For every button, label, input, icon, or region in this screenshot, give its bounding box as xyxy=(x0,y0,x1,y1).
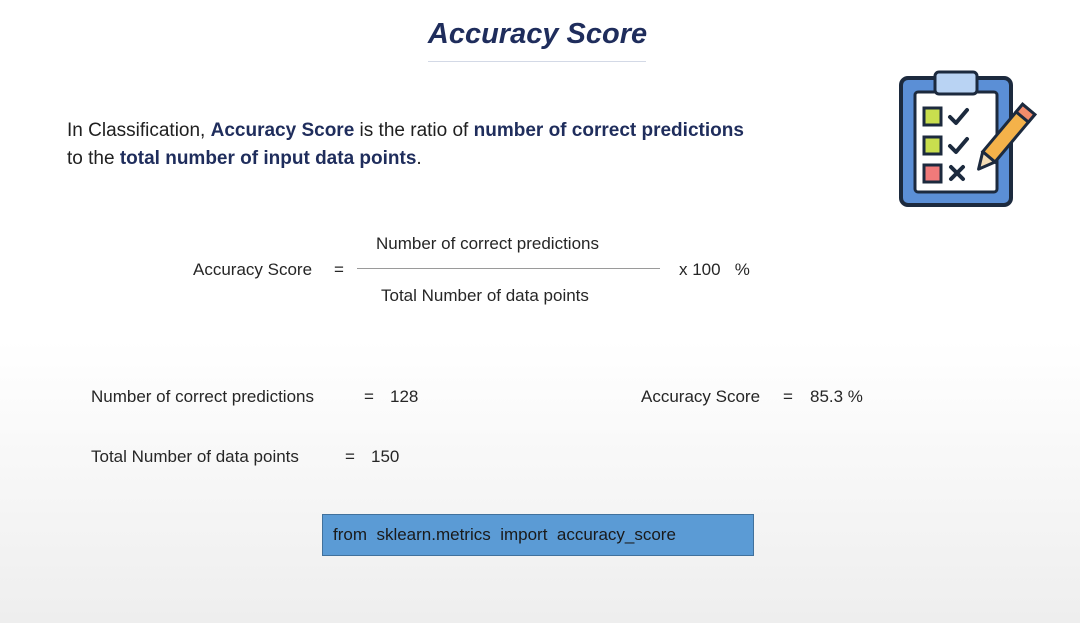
accuracy-result-value: 85.3 % xyxy=(810,387,863,406)
formula-numerator: Number of correct predictions xyxy=(376,234,599,253)
title-underline xyxy=(428,61,646,62)
page-title: Accuracy Score xyxy=(427,18,648,50)
intro-numerator-phrase: number of correct predictions xyxy=(473,120,744,141)
intro-text-4: . xyxy=(416,148,422,169)
clipboard-checklist-icon xyxy=(893,70,1043,220)
formula-label: Accuracy Score xyxy=(193,260,313,279)
correct-predictions-equals: = xyxy=(364,387,374,406)
total-data-points-value: 150 xyxy=(371,447,400,466)
intro-line-2: to the total number of input data points… xyxy=(67,145,744,173)
intro-term: Accuracy Score xyxy=(210,120,355,141)
intro-text-3: to the xyxy=(67,148,120,169)
formula-denominator: Total Number of data points xyxy=(381,286,589,305)
intro-text-2: is the ratio of xyxy=(354,120,474,141)
intro-text-1: In Classification, xyxy=(67,120,211,141)
accuracy-result-label: Accuracy Score xyxy=(641,387,761,406)
correct-predictions-label: Number of correct predictions xyxy=(91,387,314,406)
accuracy-result-equals: = xyxy=(783,387,793,406)
correct-predictions-value: 128 xyxy=(390,387,419,406)
intro-line-1: In Classification, Accuracy Score is the… xyxy=(67,117,744,145)
intro-paragraph: In Classification, Accuracy Score is the… xyxy=(67,117,744,173)
code-snippet: from sklearn.metrics import accuracy_sco… xyxy=(322,514,754,556)
formula-equals: = xyxy=(334,260,344,279)
fraction-bar xyxy=(357,268,660,269)
total-data-points-equals: = xyxy=(345,447,355,466)
formula-multiplier: x 100 % xyxy=(679,260,750,279)
total-data-points-label: Total Number of data points xyxy=(91,447,299,466)
code-text: from sklearn.metrics import accuracy_sco… xyxy=(333,525,676,544)
intro-denominator-phrase: total number of input data points xyxy=(119,148,417,169)
